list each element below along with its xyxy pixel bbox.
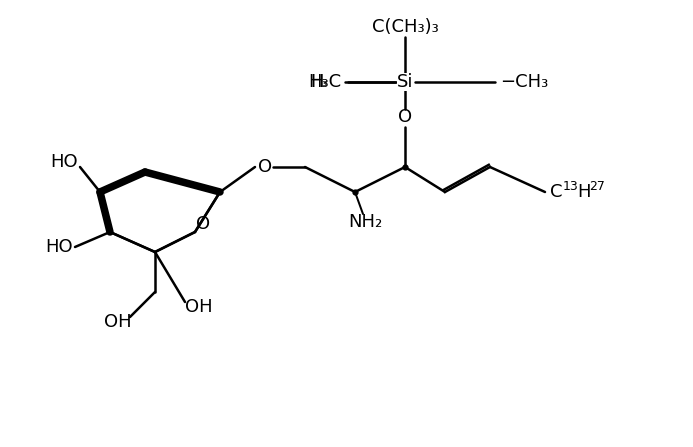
Text: 13: 13 — [563, 180, 579, 193]
Text: O: O — [196, 215, 210, 233]
Text: NH₂: NH₂ — [348, 213, 382, 231]
Text: H₃C: H₃C — [308, 73, 341, 91]
Text: 27: 27 — [589, 180, 605, 193]
Text: HO: HO — [45, 238, 73, 256]
Text: H: H — [577, 183, 590, 201]
Text: HO: HO — [50, 153, 78, 171]
Text: C: C — [550, 183, 563, 201]
Text: C(CH₃)₃: C(CH₃)₃ — [371, 18, 439, 36]
Text: O: O — [258, 158, 272, 176]
Text: OH: OH — [104, 313, 132, 331]
Text: Si: Si — [397, 73, 413, 91]
Text: OH: OH — [185, 298, 213, 316]
Text: −CH₃: −CH₃ — [500, 73, 548, 91]
Text: ₃: ₃ — [321, 76, 326, 89]
Text: O: O — [398, 108, 412, 126]
Text: H: H — [310, 73, 324, 91]
